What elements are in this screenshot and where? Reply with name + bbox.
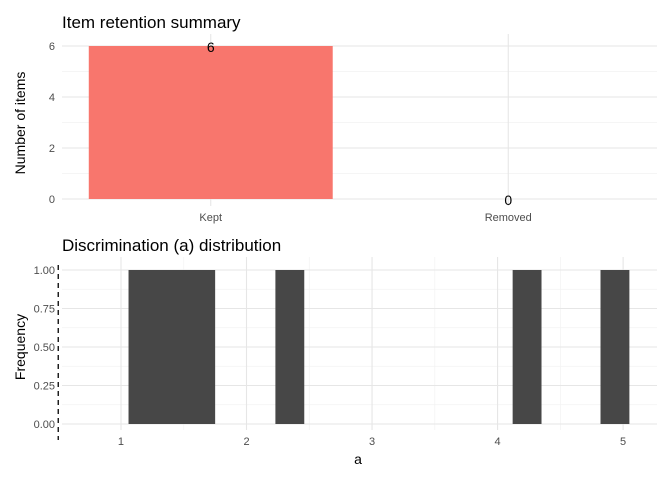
retention-bars bbox=[88, 46, 333, 199]
y-tick-label: 0.75 bbox=[34, 304, 55, 316]
y-tick-label: 0 bbox=[49, 194, 55, 206]
bar bbox=[88, 46, 333, 199]
discrimination-tick-labels: 0.00 0.25 0.50 0.75 1.00 1 2 3 4 5 bbox=[34, 265, 627, 448]
discrimination-y-axis-title: Frequency bbox=[12, 314, 28, 380]
histogram-bar bbox=[128, 270, 216, 424]
bar-data-label: 6 bbox=[207, 39, 215, 55]
x-tick-label: Kept bbox=[199, 212, 222, 224]
y-tick-label: 1.00 bbox=[34, 265, 55, 277]
y-tick-label: 0.50 bbox=[34, 342, 55, 354]
y-tick-label: 6 bbox=[49, 41, 55, 53]
histogram-bar bbox=[275, 270, 305, 424]
y-tick-label: 2 bbox=[49, 143, 55, 155]
discrimination-x-axis-title: a bbox=[354, 451, 362, 467]
histogram-bar bbox=[512, 270, 542, 424]
discrimination-panel: Discrimination (a) distribution Frequenc… bbox=[12, 236, 657, 467]
histogram-bar bbox=[600, 270, 630, 424]
retention-panel: Item retention summary Number of items 0… bbox=[12, 13, 657, 224]
y-tick-label: 0.00 bbox=[34, 419, 55, 431]
retention-tick-labels: 0 2 4 6 Kept Removed bbox=[49, 41, 532, 224]
x-tick-label: 3 bbox=[369, 436, 375, 448]
x-tick-label: 4 bbox=[495, 436, 501, 448]
y-tick-label: 0.25 bbox=[34, 381, 55, 393]
x-tick-label: 2 bbox=[243, 436, 249, 448]
bar-data-label: 0 bbox=[504, 192, 512, 208]
discrimination-bars bbox=[128, 270, 630, 424]
y-tick-label: 4 bbox=[49, 92, 55, 104]
x-tick-label: 5 bbox=[620, 436, 626, 448]
discrimination-title: Discrimination (a) distribution bbox=[62, 236, 281, 255]
x-tick-label: 1 bbox=[118, 436, 124, 448]
x-tick-label: Removed bbox=[485, 212, 532, 224]
retention-y-axis-title: Number of items bbox=[12, 72, 28, 175]
retention-title: Item retention summary bbox=[62, 13, 241, 32]
retention-data-labels: 60 bbox=[207, 39, 513, 208]
